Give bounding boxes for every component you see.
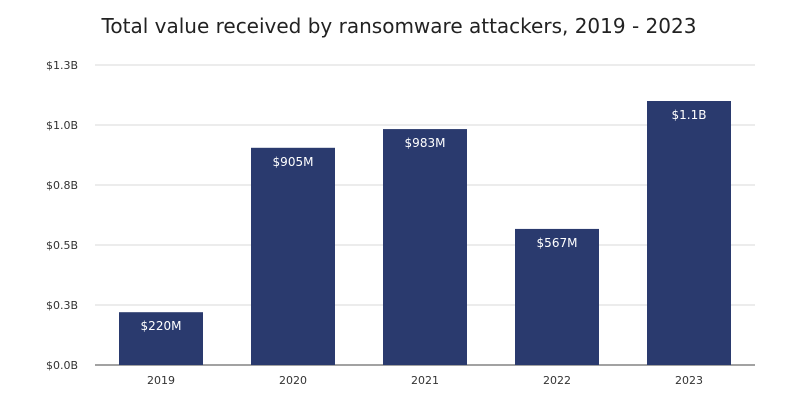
data-label: $1.1B xyxy=(672,108,707,122)
data-label: $220M xyxy=(141,319,182,333)
bar xyxy=(119,312,203,365)
bar xyxy=(251,147,335,365)
x-tick-label: 2020 xyxy=(279,374,307,387)
bar xyxy=(647,101,731,365)
y-tick-label: $0.8B xyxy=(46,179,78,192)
x-tick-label: 2022 xyxy=(543,374,571,387)
y-tick-label: $0.0B xyxy=(46,359,78,372)
bar xyxy=(515,228,599,365)
y-tick-label: $0.3B xyxy=(46,299,78,312)
y-tick-label: $1.3B xyxy=(46,59,78,72)
x-tick-label: 2021 xyxy=(411,374,439,387)
x-tick-label: 2019 xyxy=(147,374,175,387)
data-label: $905M xyxy=(273,155,314,169)
chart-title: Total value received by ransomware attac… xyxy=(101,14,697,38)
bar xyxy=(383,129,467,365)
y-tick-label: $1.0B xyxy=(46,119,78,132)
data-label: $983M xyxy=(405,136,446,150)
y-tick-label: $0.5B xyxy=(46,239,78,252)
data-label: $567M xyxy=(537,236,578,250)
x-tick-label: 2023 xyxy=(675,374,703,387)
